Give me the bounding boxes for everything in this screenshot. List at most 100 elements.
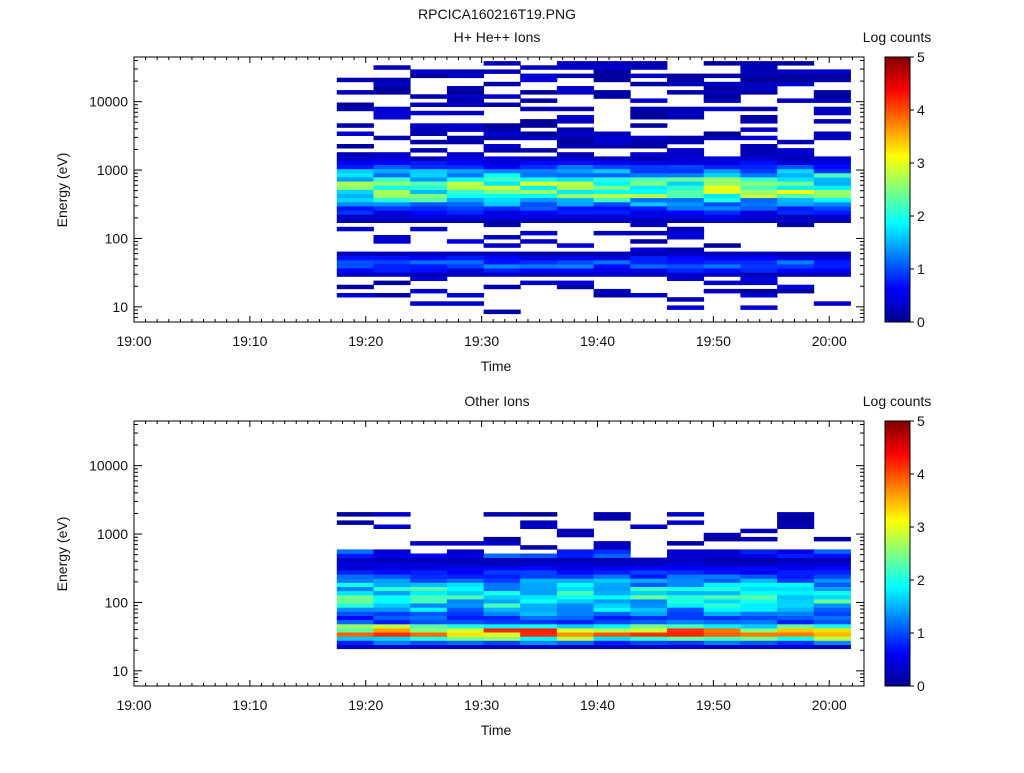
- panel1-heatmap-cell: [813, 77, 851, 83]
- panel1-heatmap-cell: [740, 280, 778, 286]
- panel1-heatmap-cell: [410, 123, 448, 128]
- panel1-heatmap-cell: [446, 123, 484, 128]
- panel1-heatmap-cell: [446, 135, 484, 141]
- panel1-heatmap-cell: [667, 218, 705, 223]
- panel1-heatmap-cell: [520, 148, 558, 153]
- panel1-heatmap-cell: [446, 152, 484, 157]
- panel2-heatmap-cell: [593, 574, 631, 579]
- panel2-heatmap-cell: [777, 557, 815, 563]
- panel2-heatmap-cell: [703, 561, 741, 567]
- panel2-heatmap-cell: [336, 623, 374, 629]
- panel1-heatmap-cell: [520, 251, 558, 257]
- panel2-heatmap-cell: [813, 640, 851, 645]
- panel1-heatmap-cell: [483, 264, 521, 269]
- panel1-heatmap-cell: [813, 193, 851, 199]
- panel2-heatmap-cell: [446, 582, 484, 587]
- panel2-heatmap-cell: [483, 536, 521, 542]
- panel1-heatmap-cell: [813, 214, 851, 219]
- panel1-heatmap-cell: [446, 156, 484, 161]
- panel1-heatmap-cell: [740, 106, 778, 112]
- panel1-heatmap-cell: [410, 197, 448, 203]
- panel2-heatmap-cell: [593, 615, 631, 621]
- panel1-heatmap-cell: [483, 181, 521, 186]
- panel2-heatmap-cell: [703, 532, 741, 538]
- panel2-heatmap-cell: [336, 557, 374, 563]
- panel1-heatmap-cell: [630, 193, 668, 199]
- panel1-heatmap-cell: [446, 214, 484, 219]
- panel1-heatmap-cell: [410, 193, 448, 199]
- panel2-heatmap-cell: [777, 615, 815, 621]
- panel1-heatmap-cell: [556, 185, 594, 190]
- panel1-heatmap-cell: [740, 255, 778, 261]
- panel2-heatmap-cell: [556, 570, 594, 575]
- panel2-heatmap-cell: [667, 623, 705, 629]
- panel1-heatmap-cell: [556, 156, 594, 161]
- panel1-heatmap-cell: [667, 272, 705, 277]
- panel2-heatmap-cell: [556, 565, 594, 571]
- panel2-heatmap-cell: [777, 574, 815, 579]
- panel2-heatmap-cell: [446, 578, 484, 583]
- panel1-heatmap-cell: [336, 193, 374, 199]
- panel2-heatmap-cell: [373, 549, 411, 554]
- panel2-heatmap-cell: [813, 632, 851, 637]
- panel2-heatmap-cell: [520, 557, 558, 563]
- panel1-colorbar-tick-label: 3: [917, 155, 925, 171]
- panel2-heatmap-cell: [556, 594, 594, 600]
- panel2-heatmap-cell: [777, 586, 815, 592]
- panel1-heatmap-cell: [336, 218, 374, 223]
- panel1-heatmap-cell: [483, 102, 521, 107]
- panel1-heatmap-cell: [777, 139, 815, 145]
- panel1-heatmap-cell: [446, 168, 484, 174]
- panel2-heatmap-cell: [593, 565, 631, 571]
- panel1-heatmap-cell: [373, 272, 411, 277]
- panel1-heatmap-cell: [556, 197, 594, 203]
- panel1-heatmap-cell: [667, 110, 705, 116]
- panel2-heatmap-cell: [667, 586, 705, 592]
- panel2-heatmap-cell: [740, 628, 778, 633]
- panel2-heatmap-cell: [556, 557, 594, 563]
- panel2-heatmap-cell: [373, 607, 411, 612]
- panel2-heatmap-cell: [630, 611, 668, 616]
- panel1-heatmap-cell: [410, 288, 448, 294]
- panel1-heatmap-cell: [777, 197, 815, 203]
- panel1-heatmap-cell: [556, 160, 594, 165]
- panel2-heatmap-cell: [630, 636, 668, 641]
- panel1-heatmap-cell: [336, 168, 374, 174]
- panel1-heatmap-cell: [813, 69, 851, 74]
- panel1-heatmap-cell: [777, 156, 815, 161]
- panel1-heatmap-cell: [593, 214, 631, 219]
- panel1-heatmap-cell: [483, 172, 521, 178]
- panel1-heatmap-cell: [703, 160, 741, 165]
- panel1-heatmap-cell: [740, 65, 778, 70]
- panel1-heatmap-cell: [630, 247, 668, 252]
- panel1-heatmap-cell: [777, 77, 815, 83]
- panel1-heatmap-cell: [410, 206, 448, 211]
- panel1-heatmap-cell: [630, 293, 668, 298]
- panel1-heatmap-cell: [813, 218, 851, 223]
- panel2-heatmap-cell: [556, 578, 594, 583]
- panel2-heatmap-cell: [777, 570, 815, 575]
- panel1-heatmap-cell: [667, 185, 705, 190]
- panel1-heatmap-cell: [336, 185, 374, 190]
- panel1-heatmap-cell: [630, 189, 668, 194]
- panel1-heatmap-cell: [703, 164, 741, 170]
- panel1-heatmap-cell: [740, 81, 778, 87]
- panel2-x-tick-label: 20:00: [812, 697, 847, 713]
- panel1-heatmap-cell: [777, 69, 815, 74]
- panel2-heatmap-cell: [740, 603, 778, 608]
- panel1-heatmap-cell: [520, 210, 558, 215]
- panel1-heatmap-cell: [740, 259, 778, 265]
- panel1-heatmap-cell: [373, 193, 411, 199]
- panel1-heatmap-cell: [703, 98, 741, 103]
- panel1-heatmap-cell: [556, 61, 594, 66]
- panel2-heatmap-cell: [520, 574, 558, 579]
- panel2-heatmap-cell: [630, 524, 668, 529]
- panel1-x-tick-label: 20:00: [812, 333, 847, 349]
- panel1-heatmap-cell: [520, 280, 558, 286]
- panel1-heatmap-cell: [630, 239, 668, 244]
- panel2-heatmap-cell: [556, 586, 594, 592]
- panel2-heatmap-cell: [446, 615, 484, 621]
- panel2-heatmap-cell: [446, 611, 484, 616]
- panel1-heatmap-cell: [703, 264, 741, 269]
- panel1-heatmap-cell: [777, 185, 815, 190]
